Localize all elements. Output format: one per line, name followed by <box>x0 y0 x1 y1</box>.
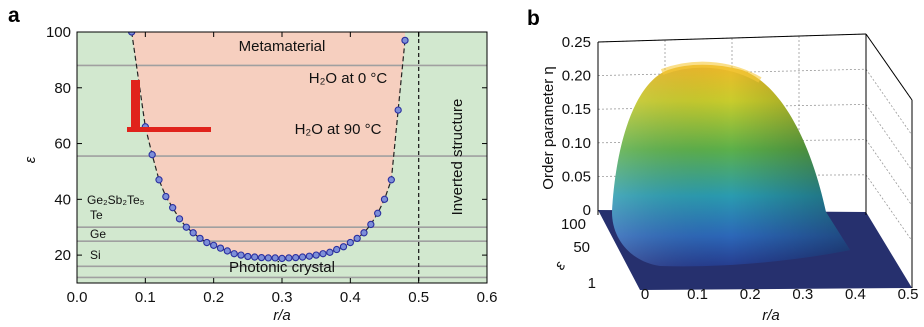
data-point <box>394 106 402 114</box>
data-point <box>196 234 204 243</box>
data-point <box>353 234 361 243</box>
z-tick-label: 0.25 <box>562 34 591 51</box>
z-tick-label: 0.20 <box>562 68 591 85</box>
x-tick-label-b: 0.4 <box>845 286 866 303</box>
x-tick-label-b: 0.3 <box>792 286 813 303</box>
data-point <box>169 204 177 212</box>
x-tick-label: 0.4 <box>340 289 361 306</box>
x-tick-label-b: 0 <box>641 286 649 303</box>
data-point <box>257 253 266 262</box>
data-point <box>387 176 395 184</box>
x-tick-label: 0.3 <box>272 289 293 306</box>
z-tick-label: 0.15 <box>562 101 591 118</box>
gst-label: Ge₂Sb₂Te₅ <box>87 193 145 207</box>
metamaterial-label: Metamaterial <box>239 38 326 55</box>
panel-b: b 0 0.05 0.10 0.15 0.20 0.25 0 0.1 0.2 0.3 0.4 0.5 1… <box>527 7 918 324</box>
data-point <box>155 176 163 184</box>
si-label: Si <box>90 248 101 262</box>
plot-a-axes: 0.0 0.1 0.2 0.3 0.4 0.5 0.6 20 40 60 80 100 <box>46 24 497 306</box>
data-point <box>333 245 341 254</box>
z-tick-label: 0.10 <box>562 135 591 152</box>
y-tick-label: 20 <box>54 247 71 264</box>
panel-label-a: a <box>8 4 20 27</box>
data-point <box>305 252 313 260</box>
data-point <box>128 32 136 36</box>
y-tick-label: 80 <box>54 80 71 97</box>
data-point <box>216 244 225 252</box>
x-tick-label: 0.5 <box>408 289 429 306</box>
data-point <box>292 253 300 262</box>
x-tick-label: 0.0 <box>67 289 88 306</box>
photonic-crystal-label: Photonic crystal <box>229 259 335 276</box>
z-gridline-side <box>865 68 913 136</box>
plot-b-axes: 0 0.05 0.10 0.15 0.20 0.25 0 0.1 0.2 0.3 0.4 0.5 1 50… <box>561 34 918 303</box>
x-tick-label: 0.1 <box>135 289 156 306</box>
data-point <box>271 254 279 262</box>
x-tick-label: 0.6 <box>477 289 498 306</box>
data-point <box>175 215 184 223</box>
z-gridline-side <box>865 104 913 171</box>
material-lines <box>77 64 487 279</box>
h2o-90c-label: H₂O at 90 °C <box>295 121 382 138</box>
data-point <box>251 253 259 261</box>
te-label: Te <box>90 208 103 222</box>
data-point <box>162 192 170 201</box>
y-tick-label: 40 <box>54 191 71 208</box>
data-point <box>380 195 389 203</box>
z-gridline <box>597 68 867 76</box>
x-axis-label-b: r/a <box>762 307 780 324</box>
data-point <box>223 247 231 255</box>
y-axis-label-b: ε <box>551 258 569 273</box>
plot-a-background <box>77 32 487 283</box>
data-point <box>189 229 197 237</box>
data-point <box>374 209 382 217</box>
x-tick-label-b: 0.1 <box>687 286 708 303</box>
data-point <box>326 248 334 256</box>
data-point <box>298 253 307 261</box>
x-tick-label-b: 0.5 <box>898 286 919 303</box>
panel-label-b: b <box>527 7 540 30</box>
x-axis-label-a: r/a <box>273 307 291 324</box>
data-point <box>264 254 272 262</box>
inverted-structure-label: Inverted structure <box>449 99 466 216</box>
y-tick-label-b: 100 <box>561 216 586 233</box>
x-tick-label: 0.2 <box>203 289 224 306</box>
h2o-0c-label: H₂O at 0 °C <box>309 70 388 87</box>
y-tick-label-b: 1 <box>588 275 596 292</box>
z-tick-label: 0 <box>583 202 591 219</box>
data-point <box>360 229 368 237</box>
y-tick-label-b: 50 <box>573 239 590 256</box>
data-point <box>285 254 293 262</box>
metamaterial-region <box>131 32 405 259</box>
data-point <box>346 238 354 247</box>
data-point <box>339 243 348 251</box>
data-point <box>230 250 238 258</box>
data-point <box>244 252 252 261</box>
x-tick-label-b: 0.2 <box>740 286 761 303</box>
data-point <box>182 223 190 231</box>
data-point <box>312 251 320 259</box>
data-point <box>319 250 327 258</box>
ge-label: Ge <box>90 227 106 241</box>
y-tick-label: 100 <box>46 24 71 41</box>
z-gridline-side <box>865 139 913 206</box>
data-point <box>367 220 375 229</box>
red-marker-icon <box>127 80 211 132</box>
order-parameter-surface <box>612 61 850 267</box>
data-point <box>237 251 245 259</box>
data-point <box>210 241 218 249</box>
z-tick-label: 0.05 <box>562 168 591 185</box>
y-tick-label: 60 <box>54 136 71 153</box>
panel-a: a 0.0 0.1 0.2 0.3 0.4 0.5 0.6 20 40 60 80 100 Metam… <box>8 4 497 324</box>
data-point <box>148 151 156 159</box>
data-point <box>401 36 409 45</box>
data-point <box>203 238 211 247</box>
y-axis-label-a: ε <box>22 156 39 163</box>
z-gridline-side <box>865 174 913 242</box>
data-point <box>278 254 286 263</box>
data-points <box>128 32 409 263</box>
z-axis-label-b: Order parameter η <box>540 66 557 189</box>
